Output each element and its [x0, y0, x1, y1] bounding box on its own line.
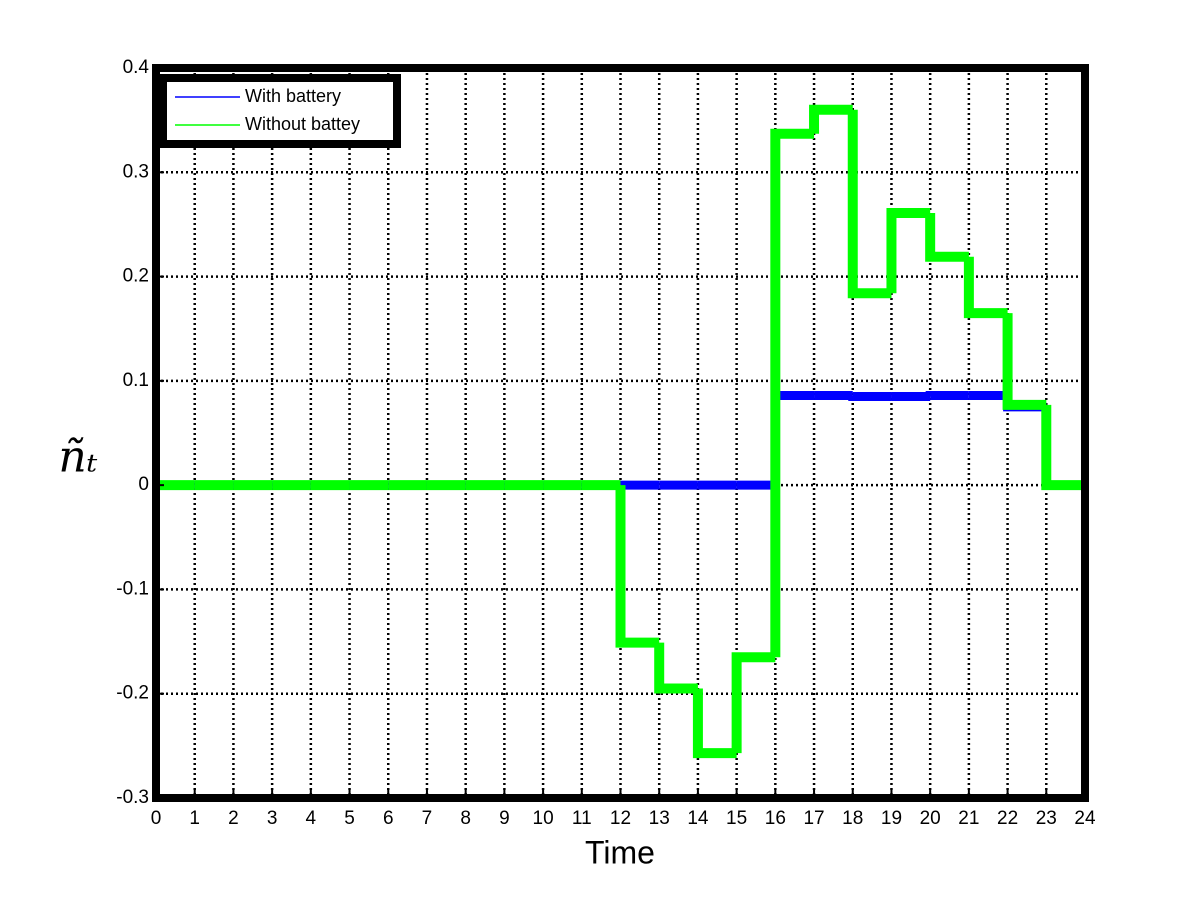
y-tick-label: 0.4 [123, 57, 150, 78]
x-tick-label: 14 [687, 808, 709, 829]
x-tick-label: 23 [1036, 808, 1057, 829]
legend-label: Without battey [245, 114, 360, 134]
x-tick-label: 21 [958, 808, 979, 829]
x-tick-label: 22 [997, 808, 1018, 829]
step [963, 256, 1008, 319]
x-tick-label: 6 [383, 808, 394, 829]
x-tick-label: 24 [1074, 808, 1096, 829]
y-tick-label: -0.2 [116, 683, 149, 704]
x-axis-label: Time [585, 834, 655, 870]
y-tick-label: 0 [138, 474, 149, 495]
y-tick-label: 0.1 [123, 370, 149, 391]
step [925, 390, 969, 400]
x-tick-label: 12 [610, 808, 631, 829]
step [731, 652, 776, 754]
ticks: 0 1 2 3 4 5 6 7 8 9 10 11 12 13 14 15 16 17 18 19 20 21 22 23 24… [116, 57, 1096, 829]
plot-lines [156, 104, 1085, 759]
legend-label: With battery [245, 86, 341, 106]
step [770, 128, 815, 658]
step [654, 642, 698, 694]
x-tick-label: 17 [803, 808, 824, 829]
step [848, 392, 892, 401]
y-tick-label: -0.3 [116, 787, 149, 808]
legend: With battery Without battey [159, 74, 401, 148]
y-tick-label: -0.1 [116, 578, 149, 599]
x-tick-label: 4 [306, 808, 317, 829]
x-tick-label: 1 [189, 808, 200, 829]
step [809, 104, 853, 134]
x-tick-label: 10 [533, 808, 554, 829]
x-tick-label: 3 [267, 808, 278, 829]
step [692, 688, 737, 759]
step [925, 212, 969, 262]
x-tick-label: 11 [572, 808, 592, 829]
x-tick-label: 0 [151, 808, 162, 829]
step [1041, 404, 1085, 491]
x-tick-label: 20 [920, 808, 941, 829]
x-tick-label: 7 [422, 808, 433, 829]
y-axis-label: ñₜ [58, 432, 97, 483]
x-tick-label: 9 [499, 808, 510, 829]
x-tick-label: 18 [842, 808, 863, 829]
legend-box [159, 74, 401, 148]
step [847, 109, 892, 299]
x-tick-label: 5 [344, 808, 355, 829]
step [615, 485, 660, 648]
x-tick-label: 15 [726, 808, 747, 829]
step [1002, 313, 1047, 410]
x-tick-label: 2 [228, 808, 239, 829]
x-tick-label: 16 [765, 808, 786, 829]
y-tick-label: 0.3 [123, 161, 149, 182]
step [886, 207, 931, 294]
x-tick-label: 8 [460, 808, 471, 829]
x-tick-label: 19 [881, 808, 902, 829]
y-tick-label: 0.2 [123, 266, 149, 287]
x-tick-label: 13 [649, 808, 670, 829]
